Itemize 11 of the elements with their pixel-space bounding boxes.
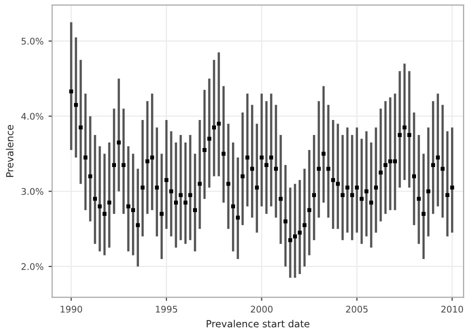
y-tick-label: 5.0% [22, 38, 44, 45]
y-axis-title: Prevalence [6, 124, 14, 177]
y-tick-label: 3.0% [22, 188, 44, 195]
x-tick-label: 1990 [60, 306, 82, 313]
x-axis-title: Prevalence start date [206, 320, 310, 328]
x-tick-label: 2000 [250, 306, 273, 313]
x-tick-label: 1995 [156, 306, 178, 313]
x-tick-label: 2010 [441, 306, 464, 313]
x-tick-label: 2005 [346, 306, 368, 313]
y-tick-label: 2.0% [22, 263, 44, 270]
y-tick-label: 4.0% [21, 112, 44, 120]
